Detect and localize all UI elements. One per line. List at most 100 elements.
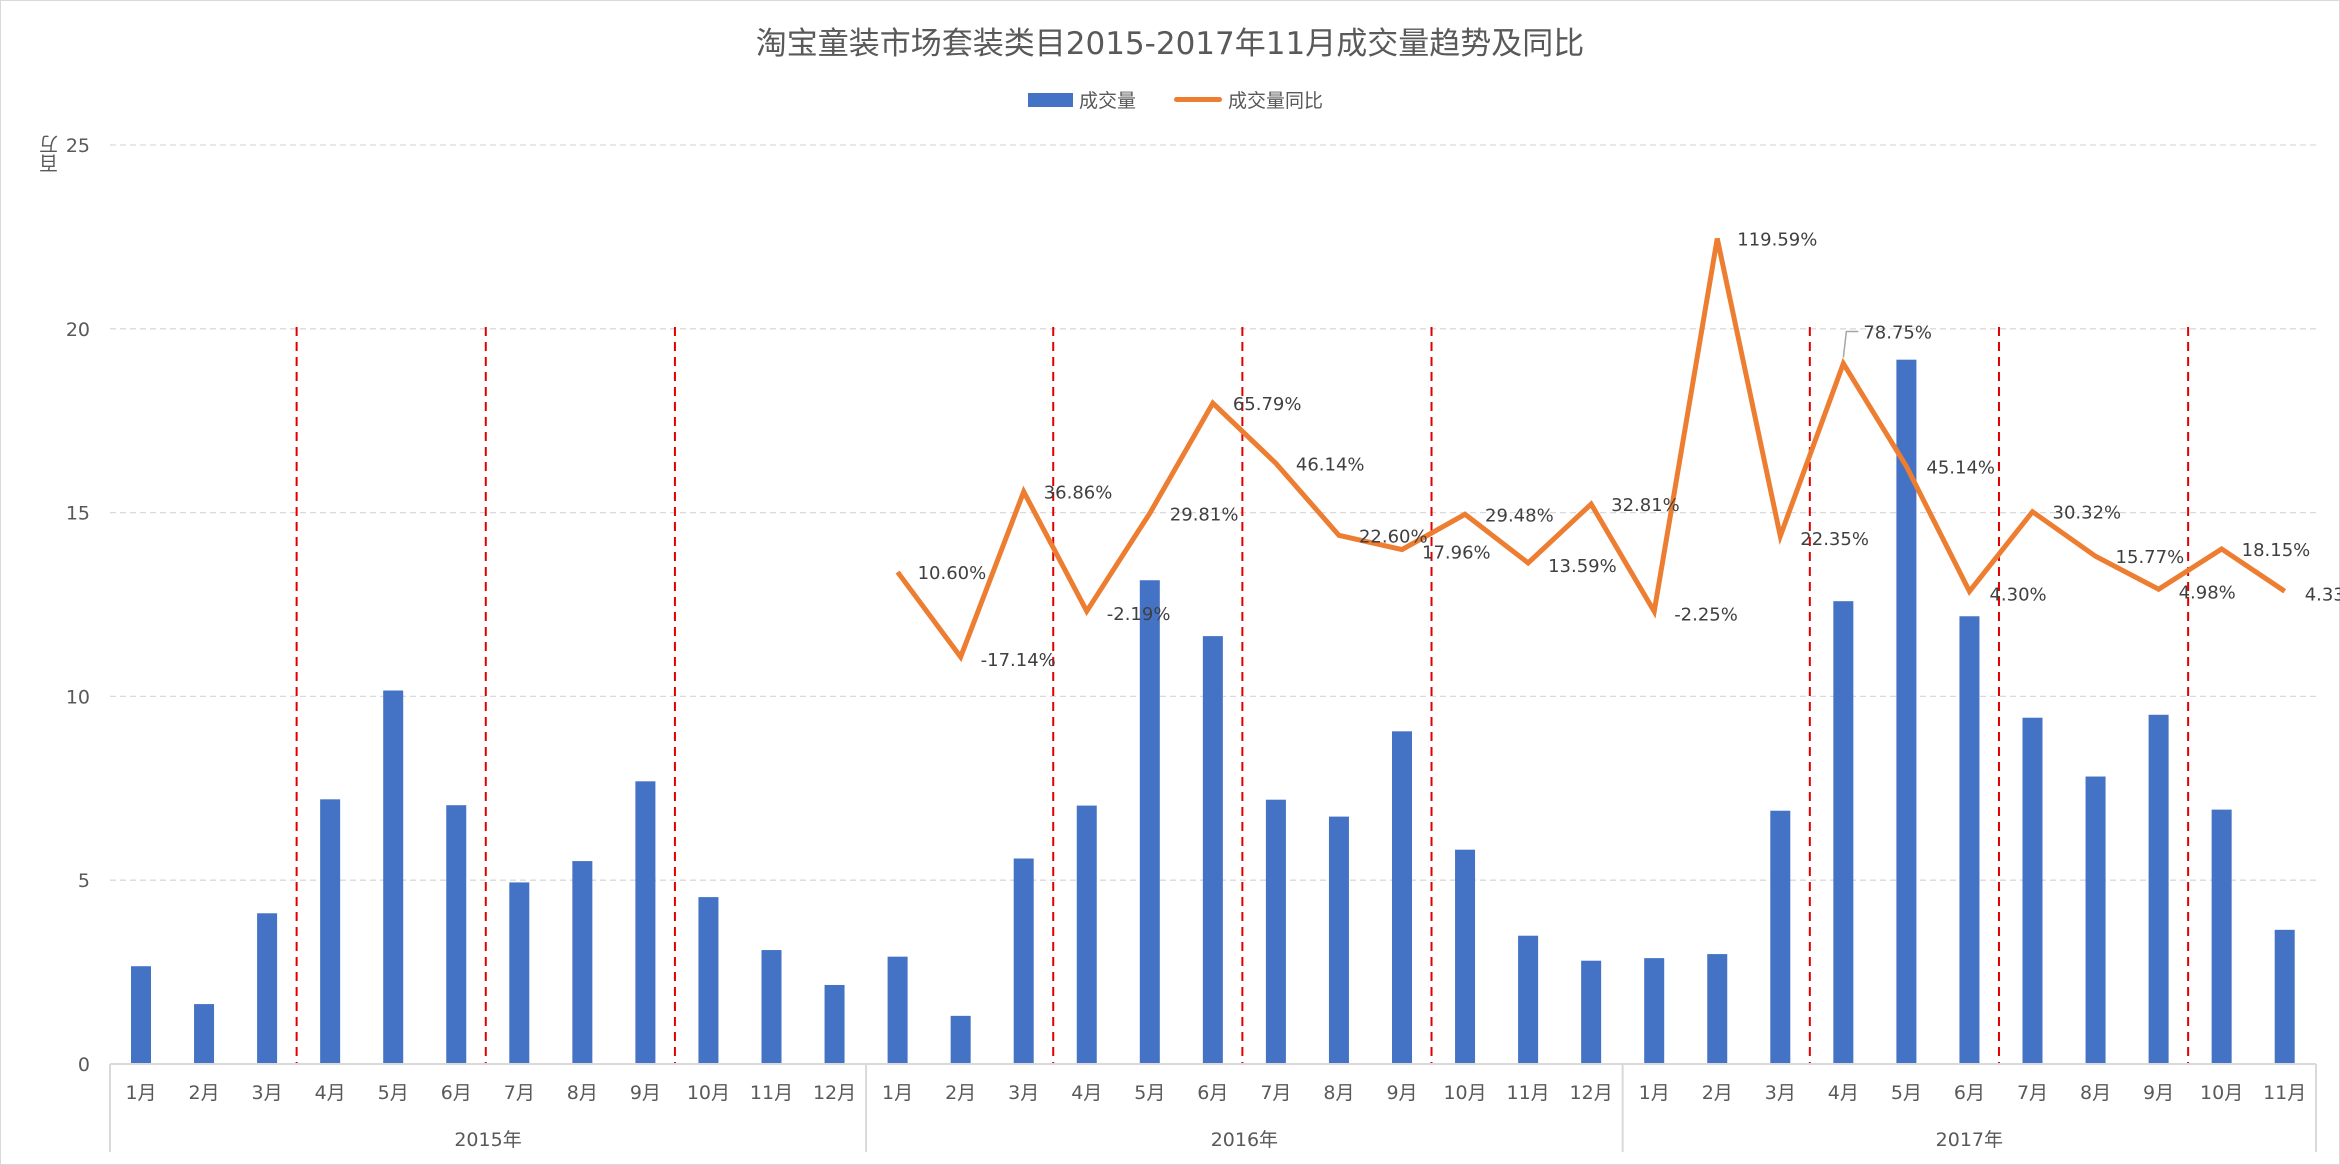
yoy-data-label: 36.86% xyxy=(1044,483,1113,504)
x-tick-month: 6月 xyxy=(1954,1082,1985,1104)
bar-1 xyxy=(194,1004,215,1064)
y-tick-label: 5 xyxy=(78,870,90,892)
x-group-year: 2015年 xyxy=(454,1129,521,1151)
yoy-data-label: 17.96% xyxy=(1422,543,1491,564)
bar-19 xyxy=(1328,816,1349,1064)
x-tick-month: 5月 xyxy=(378,1082,409,1104)
x-tick-month: 5月 xyxy=(1134,1082,1165,1104)
x-tick-month: 8月 xyxy=(2080,1082,2111,1104)
x-tick-month: 2月 xyxy=(945,1082,976,1104)
bar-3 xyxy=(320,799,341,1064)
yoy-line xyxy=(895,238,2287,663)
x-tick-month: 9月 xyxy=(1386,1082,1417,1104)
x-tick-month: 10月 xyxy=(687,1082,730,1104)
yoy-data-label: 18.15% xyxy=(2242,540,2311,561)
yoy-data-label: 13.59% xyxy=(1548,556,1617,577)
bar-11 xyxy=(824,984,845,1064)
bar-18 xyxy=(1265,799,1286,1064)
x-tick-month: 11月 xyxy=(2263,1082,2306,1104)
x-tick-month: 7月 xyxy=(504,1082,535,1104)
y-tick-label: 20 xyxy=(66,319,90,341)
x-tick-month: 4月 xyxy=(315,1082,346,1104)
bar-9 xyxy=(698,897,719,1064)
yoy-data-label: 29.81% xyxy=(1170,504,1239,525)
yoy-data-label: -2.19% xyxy=(1107,604,1171,625)
y-tick-label: 25 xyxy=(66,135,90,157)
bar-21 xyxy=(1455,849,1476,1064)
yoy-data-label: 22.35% xyxy=(1800,529,1869,550)
bar-15 xyxy=(1076,805,1097,1064)
chart-title: 淘宝童装市场套装类目2015-2017年11月成交量趋势及同比 xyxy=(755,26,1585,62)
bar-33 xyxy=(2211,809,2232,1064)
bar-25 xyxy=(1707,954,1728,1064)
x-tick-month: 9月 xyxy=(630,1082,661,1104)
yoy-data-label: 65.79% xyxy=(1233,394,1302,415)
x-tick-month: 11月 xyxy=(750,1082,793,1104)
y-tick-label: 0 xyxy=(78,1054,90,1076)
bar-6 xyxy=(509,882,530,1064)
bar-17 xyxy=(1202,636,1223,1064)
bar-5 xyxy=(446,805,467,1064)
bar-10 xyxy=(761,950,782,1064)
x-tick-month: 9月 xyxy=(2143,1082,2174,1104)
x-group-year: 2017年 xyxy=(1936,1129,2003,1151)
yoy-data-label: 119.59% xyxy=(1737,230,1817,251)
yoy-data-label: 10.60% xyxy=(918,563,987,584)
x-tick-month: 5月 xyxy=(1891,1082,1922,1104)
bar-2 xyxy=(257,913,278,1064)
x-tick-month: 2月 xyxy=(189,1082,220,1104)
legend-label-yoy: 成交量同比 xyxy=(1228,90,1324,112)
yoy-data-label: -17.14% xyxy=(981,650,1056,671)
bar-24 xyxy=(1644,958,1665,1064)
yoy-data-label: 4.30% xyxy=(1989,584,2046,605)
x-tick-month: 11月 xyxy=(1507,1082,1550,1104)
bar-22 xyxy=(1518,935,1539,1064)
bar-30 xyxy=(2022,717,2043,1064)
x-tick-month: 4月 xyxy=(1071,1082,1102,1104)
yoy-data-label: 4.33% xyxy=(2305,584,2340,605)
yoy-data-label: 4.98% xyxy=(2179,582,2236,603)
yoy-data-label: 32.81% xyxy=(1611,495,1680,516)
bar-12 xyxy=(887,956,908,1064)
x-tick-month: 1月 xyxy=(1639,1082,1670,1104)
y-tick-label: 15 xyxy=(66,503,90,525)
bar-29 xyxy=(1959,616,1980,1064)
x-tick-month: 3月 xyxy=(252,1082,283,1104)
bar-4 xyxy=(383,690,404,1064)
bar-13 xyxy=(950,1015,971,1064)
legend: 成交量 成交量同比 xyxy=(1028,86,1323,113)
yoy-data-label: -2.25% xyxy=(1674,604,1738,625)
x-tick-month: 12月 xyxy=(813,1082,856,1104)
legend-label-volume: 成交量 xyxy=(1079,90,1137,112)
bar-0 xyxy=(131,966,151,1064)
yoy-data-label: 30.32% xyxy=(2053,503,2122,524)
x-tick-month: 8月 xyxy=(1323,1082,1354,1104)
x-tick-month: 10月 xyxy=(1443,1082,1486,1104)
yoy-data-label: 29.48% xyxy=(1485,505,1554,526)
x-tick-month: 1月 xyxy=(882,1082,913,1104)
bar-31 xyxy=(2085,776,2106,1064)
yoy-data-label: 46.14% xyxy=(1296,454,1365,475)
label-leader-line xyxy=(1842,330,1859,358)
bar-27 xyxy=(1833,601,1854,1064)
bar-26 xyxy=(1770,810,1791,1064)
x-tick-month: 4月 xyxy=(1828,1082,1859,1104)
bar-34 xyxy=(2274,929,2295,1064)
yoy-data-label: 45.14% xyxy=(1926,457,1995,478)
yoy-data-label: 78.75% xyxy=(1863,323,1932,344)
x-tick-month: 7月 xyxy=(1260,1082,1291,1104)
legend-line-swatch xyxy=(1174,97,1223,102)
bar-32 xyxy=(2148,714,2169,1064)
bar-16 xyxy=(1139,580,1160,1064)
bar-8 xyxy=(635,781,656,1064)
x-tick-month: 6月 xyxy=(441,1082,472,1104)
y-tick-label: 10 xyxy=(66,686,90,708)
bar-28 xyxy=(1896,359,1917,1064)
x-tick-month: 2月 xyxy=(1702,1082,1733,1104)
x-tick-month: 8月 xyxy=(567,1082,598,1104)
bar-20 xyxy=(1392,731,1412,1064)
x-group-year: 2016年 xyxy=(1211,1129,1278,1151)
x-tick-month: 12月 xyxy=(1570,1082,1613,1104)
x-tick-month: 7月 xyxy=(2017,1082,2048,1104)
